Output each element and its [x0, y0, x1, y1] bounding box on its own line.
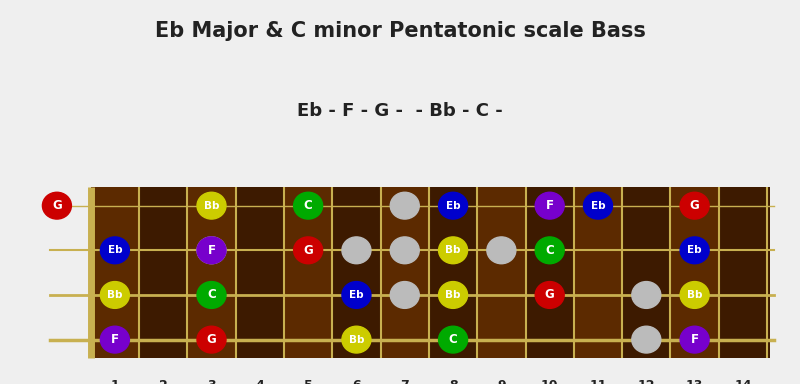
Circle shape — [197, 281, 226, 308]
Text: G: G — [690, 199, 699, 212]
Text: Bb: Bb — [107, 290, 122, 300]
Circle shape — [100, 326, 130, 353]
Text: F: F — [207, 244, 215, 257]
Circle shape — [680, 192, 709, 219]
Circle shape — [438, 281, 467, 308]
Bar — [139, 187, 187, 358]
Text: F: F — [546, 199, 554, 212]
Text: Bb: Bb — [204, 201, 219, 211]
Text: F: F — [690, 333, 698, 346]
Bar — [236, 187, 284, 358]
Circle shape — [197, 237, 226, 264]
Circle shape — [438, 326, 467, 353]
Text: G: G — [303, 244, 313, 257]
Bar — [187, 187, 236, 358]
Bar — [574, 187, 622, 358]
Text: C: C — [546, 244, 554, 257]
Bar — [526, 187, 574, 358]
Text: Bb: Bb — [446, 245, 461, 255]
Circle shape — [197, 237, 226, 264]
Bar — [670, 187, 718, 358]
Text: G: G — [52, 199, 62, 212]
Circle shape — [294, 192, 322, 219]
Circle shape — [342, 237, 371, 264]
Text: Eb: Eb — [590, 201, 606, 211]
Bar — [429, 187, 478, 358]
Circle shape — [197, 192, 226, 219]
Circle shape — [100, 237, 130, 264]
Text: Eb: Eb — [687, 245, 702, 255]
Circle shape — [680, 326, 709, 353]
Circle shape — [535, 237, 564, 264]
Text: Eb: Eb — [349, 290, 364, 300]
Bar — [381, 187, 429, 358]
Bar — [718, 187, 767, 358]
Text: C: C — [304, 199, 313, 212]
Circle shape — [487, 237, 516, 264]
Circle shape — [294, 237, 322, 264]
Bar — [332, 187, 381, 358]
Circle shape — [390, 281, 419, 308]
Circle shape — [632, 326, 661, 353]
Circle shape — [42, 192, 71, 219]
Text: Eb Major & C minor Pentatonic scale Bass: Eb Major & C minor Pentatonic scale Bass — [154, 21, 646, 41]
Bar — [90, 187, 139, 358]
Bar — [622, 187, 670, 358]
Text: G: G — [545, 288, 554, 301]
Text: C: C — [449, 333, 458, 346]
Bar — [478, 187, 526, 358]
Circle shape — [342, 326, 371, 353]
Circle shape — [680, 281, 709, 308]
Circle shape — [583, 192, 613, 219]
Text: Bb: Bb — [687, 290, 702, 300]
Text: F: F — [111, 333, 119, 346]
Text: Eb: Eb — [107, 245, 122, 255]
Circle shape — [535, 192, 564, 219]
Circle shape — [390, 192, 419, 219]
Circle shape — [100, 281, 130, 308]
Circle shape — [390, 237, 419, 264]
Circle shape — [438, 192, 467, 219]
Circle shape — [342, 281, 371, 308]
Circle shape — [680, 237, 709, 264]
Text: C: C — [207, 288, 216, 301]
Circle shape — [535, 281, 564, 308]
Text: Bb: Bb — [349, 334, 364, 344]
Circle shape — [632, 281, 661, 308]
Text: Eb - F - G -  - Bb - C -: Eb - F - G - - Bb - C - — [297, 102, 503, 119]
Bar — [284, 187, 332, 358]
Text: Eb: Eb — [446, 201, 460, 211]
Text: G: G — [206, 333, 216, 346]
Circle shape — [438, 237, 467, 264]
Circle shape — [197, 326, 226, 353]
Text: Bb: Bb — [446, 290, 461, 300]
Bar — [90, 187, 770, 358]
